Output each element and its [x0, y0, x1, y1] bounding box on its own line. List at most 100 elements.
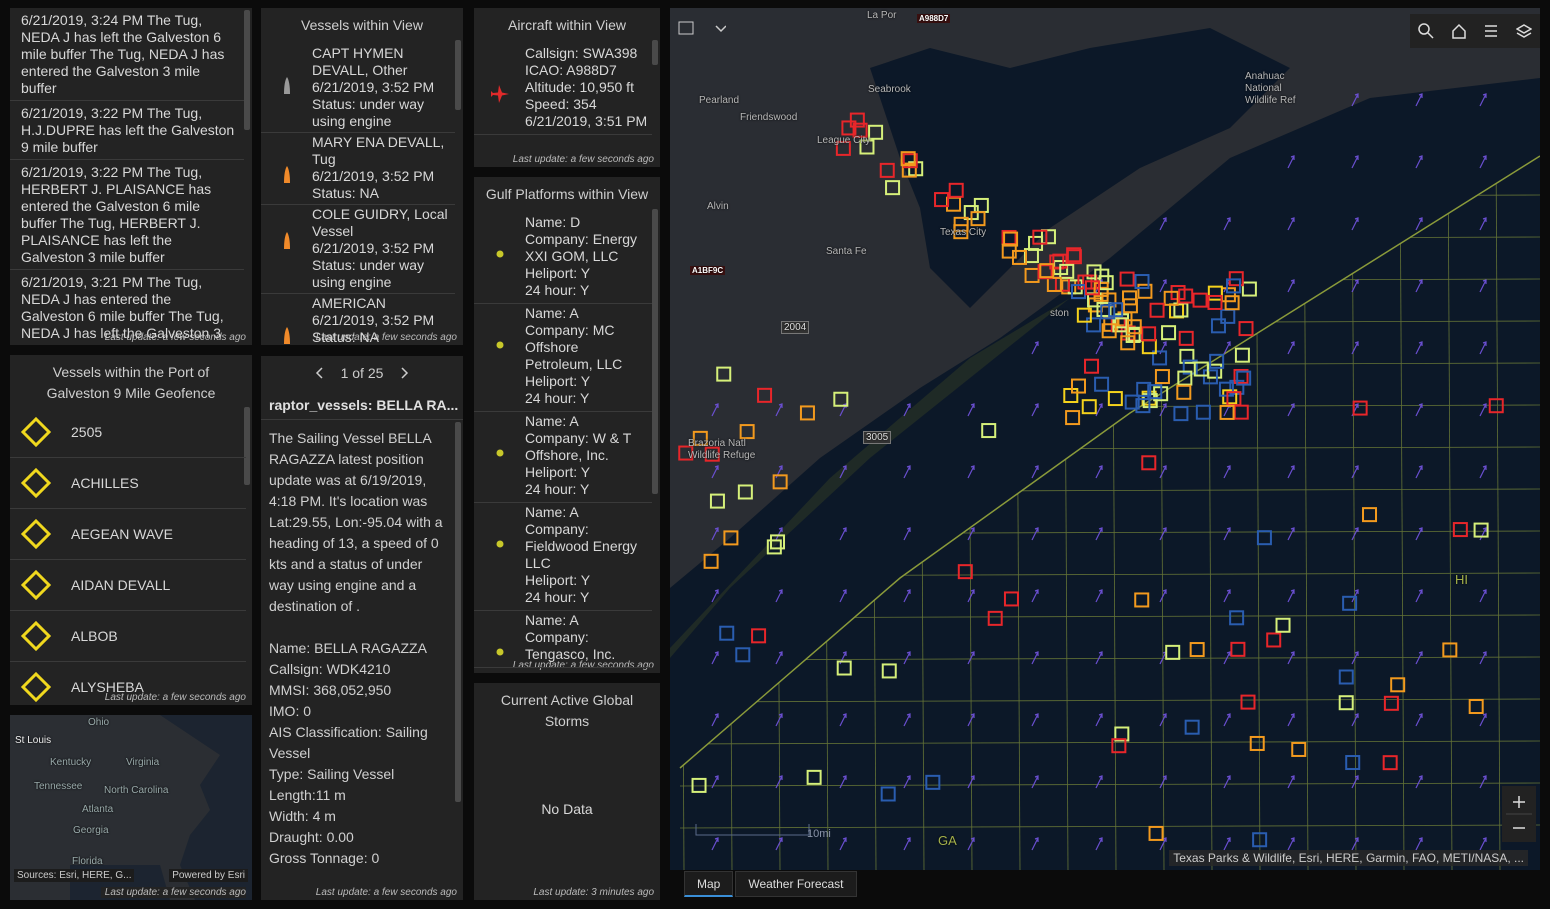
vessel-marker[interactable]: [1154, 369, 1170, 385]
vessel-marker[interactable]: [1219, 404, 1235, 420]
vessel-marker[interactable]: [849, 112, 865, 128]
vessel-marker[interactable]: [1233, 404, 1249, 420]
port-item[interactable]: ALBOB: [10, 611, 246, 662]
vessel-marker[interactable]: [1382, 755, 1398, 771]
vessel-marker[interactable]: [902, 153, 918, 169]
vessel-marker[interactable]: [957, 564, 973, 580]
vessel-marker[interactable]: [678, 445, 694, 461]
vessel-marker[interactable]: [1122, 298, 1138, 314]
vessel-marker[interactable]: [691, 777, 707, 793]
vessel-marker[interactable]: [880, 786, 896, 802]
port-item[interactable]: AIDAN DEVALL: [10, 560, 246, 611]
vessel-marker[interactable]: [1134, 592, 1150, 608]
vessel-marker[interactable]: [1065, 410, 1081, 426]
vessel-marker[interactable]: [1032, 229, 1048, 245]
vessel-marker[interactable]: [948, 182, 964, 198]
vessel-marker[interactable]: [1108, 302, 1124, 318]
vessel-marker[interactable]: [1442, 642, 1458, 658]
vessel-marker[interactable]: [692, 430, 708, 446]
platforms-item[interactable]: Name: A Company: Fieldwood Energy LLC Heli…: [474, 503, 652, 611]
vessel-marker[interactable]: [852, 122, 868, 138]
platforms-item[interactable]: Name: A Company: W & T Offshore, Inc. Heli…: [474, 412, 652, 503]
vessel-marker[interactable]: [868, 124, 884, 140]
vessel-marker[interactable]: [1220, 308, 1236, 324]
vessel-marker[interactable]: [1452, 522, 1468, 538]
vessel-marker[interactable]: [970, 211, 986, 227]
vessel-marker[interactable]: [1063, 388, 1079, 404]
vessel-marker[interactable]: [739, 424, 755, 440]
vessel-marker[interactable]: [1096, 301, 1112, 317]
vessel-marker[interactable]: [1161, 325, 1177, 341]
vessel-marker[interactable]: [1390, 677, 1406, 693]
main-map[interactable]: La Por A988D7 Seabrook Pearland Friendswood L…: [670, 8, 1540, 870]
vessel-marker[interactable]: [1241, 281, 1257, 297]
vessel-marker[interactable]: [1149, 302, 1165, 318]
vessel-marker[interactable]: [1037, 264, 1053, 280]
prev-button[interactable]: [315, 366, 325, 380]
vessel-marker[interactable]: [900, 151, 916, 167]
vessel-marker[interactable]: [1220, 287, 1236, 303]
vessel-marker[interactable]: [737, 484, 753, 500]
vessel-marker[interactable]: [1176, 384, 1192, 400]
port-item[interactable]: AEGEAN WAVE: [10, 509, 246, 560]
vessel-marker[interactable]: [1209, 353, 1225, 369]
vessel-marker[interactable]: [757, 387, 773, 403]
vessel-marker[interactable]: [1195, 404, 1211, 420]
vessel-marker[interactable]: [1362, 507, 1378, 523]
vessel-marker[interactable]: [1345, 755, 1361, 771]
vessel-marker[interactable]: [1122, 290, 1138, 306]
vessel-marker[interactable]: [772, 474, 788, 490]
port-item[interactable]: ACHILLES: [10, 458, 246, 509]
vessel-marker[interactable]: [1003, 231, 1019, 247]
vessel-marker[interactable]: [1135, 398, 1151, 414]
vessel-marker[interactable]: [1165, 644, 1181, 660]
vessel-marker[interactable]: [1182, 359, 1198, 375]
layers-button[interactable]: [1515, 23, 1532, 39]
vessel-marker[interactable]: [1207, 285, 1223, 301]
vessel-marker[interactable]: [1266, 632, 1282, 648]
vessel-marker[interactable]: [1488, 398, 1504, 414]
vessel-marker[interactable]: [1202, 369, 1218, 385]
vessel-marker[interactable]: [1249, 735, 1265, 751]
vessel-marker[interactable]: [1352, 400, 1368, 416]
select-tool[interactable]: [676, 20, 727, 38]
vessel-marker[interactable]: [1184, 719, 1200, 735]
vessel-marker[interactable]: [1234, 347, 1250, 363]
vessel-marker[interactable]: [1179, 348, 1195, 364]
vessel-marker[interactable]: [1086, 317, 1102, 333]
vessel-marker[interactable]: [1338, 695, 1354, 711]
vessel-marker[interactable]: [1224, 295, 1240, 311]
vessel-marker[interactable]: [1177, 370, 1193, 386]
vessel-marker[interactable]: [1076, 307, 1092, 323]
vessel-marker[interactable]: [709, 493, 725, 509]
search-button[interactable]: [1418, 23, 1434, 39]
platforms-item[interactable]: Name: A Company: Tengasco, Inc.: [474, 611, 652, 668]
vessel-marker[interactable]: [1114, 726, 1130, 742]
vessel-marker[interactable]: [703, 553, 719, 569]
vessel-marker[interactable]: [841, 120, 857, 136]
vessel-marker[interactable]: [881, 663, 897, 679]
vessel-marker[interactable]: [1059, 263, 1075, 279]
vessel-marker[interactable]: [1193, 361, 1209, 377]
vessel-marker[interactable]: [1342, 595, 1358, 611]
vessel-marker[interactable]: [1066, 247, 1082, 263]
vessel-marker[interactable]: [1084, 358, 1100, 374]
vessel-marker[interactable]: [953, 216, 969, 232]
vessel-marker[interactable]: [859, 139, 875, 155]
vessel-marker[interactable]: [1383, 695, 1399, 711]
vessel-marker[interactable]: [1338, 669, 1354, 685]
map-tab[interactable]: Map: [684, 871, 734, 897]
vessel-marker[interactable]: [1173, 406, 1189, 422]
vessel-marker[interactable]: [1238, 321, 1254, 337]
vessel-marker[interactable]: [925, 774, 941, 790]
vessel-marker[interactable]: [981, 423, 997, 439]
vessel-marker[interactable]: [1119, 271, 1135, 287]
vessel-marker[interactable]: [719, 625, 735, 641]
vessel-marker[interactable]: [1111, 738, 1127, 754]
vessel-marker[interactable]: [1086, 264, 1102, 280]
vessel-marker[interactable]: [1141, 455, 1157, 471]
vessel-marker[interactable]: [1468, 699, 1484, 715]
vessel-marker[interactable]: [1473, 522, 1489, 538]
port-item[interactable]: 2505: [10, 407, 246, 458]
vessel-marker[interactable]: [1001, 243, 1017, 259]
